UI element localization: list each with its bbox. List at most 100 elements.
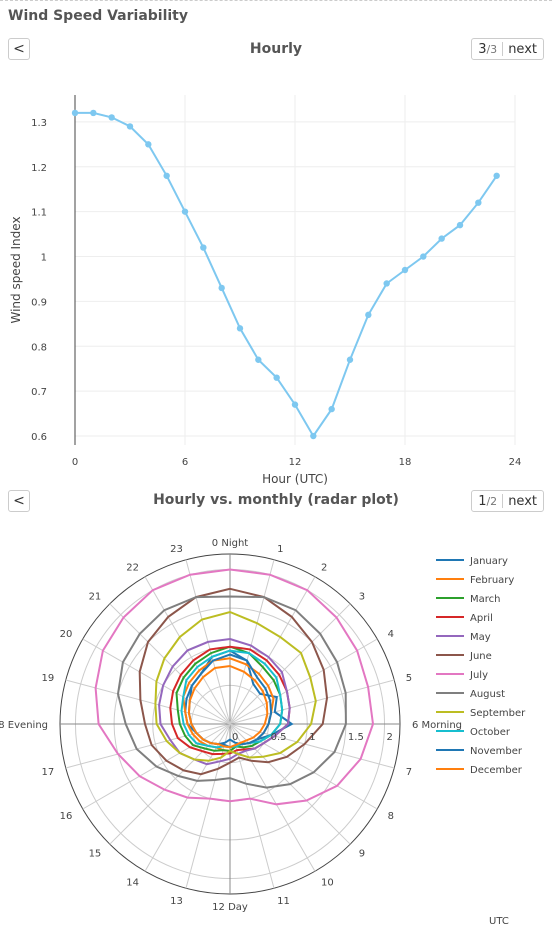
angular-gridline: [185, 723, 231, 889]
radar-series-line[interactable]: [158, 637, 291, 766]
angular-tick-label: 18 Evening: [0, 720, 48, 731]
data-point[interactable]: [236, 325, 244, 332]
y-tick-label: 1.2: [31, 163, 47, 174]
y-tick-label: 0.7: [31, 387, 47, 398]
angular-tick-label: 16: [60, 811, 73, 822]
angular-tick-label: 7: [406, 767, 412, 778]
angular-tick-label: 21: [89, 591, 102, 602]
data-point[interactable]: [90, 109, 97, 117]
data-point[interactable]: [493, 172, 500, 179]
angular-tick-label: 10: [321, 878, 334, 889]
data-point[interactable]: [475, 199, 482, 206]
data-point[interactable]: [71, 109, 79, 117]
angular-gridline: [229, 559, 275, 725]
angular-tick-label: 19: [41, 673, 54, 684]
legend-label[interactable]: February: [470, 575, 514, 586]
legend-label[interactable]: November: [470, 746, 523, 757]
angular-gridline: [229, 576, 316, 725]
radar-series-line[interactable]: [187, 664, 269, 749]
data-point[interactable]: [108, 114, 115, 121]
radar-series-line[interactable]: [154, 610, 317, 762]
back-button-radar[interactable]: <: [8, 490, 30, 512]
angular-tick-label: 14: [126, 878, 139, 889]
data-point[interactable]: [328, 405, 335, 413]
y-tick-label: 0.8: [31, 342, 47, 353]
next-button[interactable]: next: [508, 41, 537, 57]
x-tick-label: 12: [289, 457, 302, 468]
legend-label[interactable]: July: [469, 670, 488, 681]
angular-tick-label: 3: [359, 591, 365, 602]
data-point[interactable]: [383, 280, 390, 287]
data-point[interactable]: [438, 235, 445, 242]
legend-label[interactable]: December: [470, 765, 523, 776]
data-point[interactable]: [163, 172, 170, 179]
radial-tick-label: 1.5: [348, 732, 364, 743]
next-button[interactable]: next: [508, 493, 537, 509]
x-tick-label: 24: [509, 457, 522, 468]
angular-tick-label: 4: [388, 629, 394, 640]
legend-label[interactable]: April: [470, 613, 493, 624]
x-tick-label: 0: [72, 457, 78, 468]
radar-series-line[interactable]: [138, 587, 329, 776]
data-point[interactable]: [273, 374, 280, 381]
angular-tick-label: 9: [359, 849, 365, 860]
y-tick-label: 1.3: [31, 118, 47, 129]
page-title: Wind Speed Variability: [8, 8, 188, 24]
legend-label[interactable]: May: [470, 632, 491, 643]
data-point[interactable]: [200, 244, 207, 251]
radar-series-line[interactable]: [116, 595, 347, 789]
data-point[interactable]: [401, 266, 409, 274]
pager: 3 /3 next: [471, 38, 544, 60]
radial-tick-label: 0: [232, 732, 238, 743]
angular-tick-label: 0 Night: [212, 538, 248, 549]
data-point[interactable]: [420, 253, 427, 260]
line-chart: 0.6 0.7 0.8 0.9 1 1.1 1.2 1.3 0 6 12 18 24 Hour (UTC…: [9, 95, 522, 486]
legend-label[interactable]: January: [469, 556, 508, 567]
data-point[interactable]: [145, 141, 152, 148]
angular-tick-label: 15: [89, 849, 102, 860]
angular-tick-label: 12 Day: [212, 902, 248, 913]
angular-tick-label: 5: [406, 673, 412, 684]
pager-radar: 1 /2 next: [471, 490, 544, 512]
data-point[interactable]: [126, 123, 134, 130]
back-button[interactable]: <: [8, 38, 30, 60]
angular-gridline: [229, 603, 351, 725]
y-tick-label: 1: [41, 253, 47, 264]
pager-divider: [502, 42, 504, 56]
data-point[interactable]: [291, 401, 299, 408]
angular-gridline: [65, 679, 231, 725]
radial-tick-label: 2: [387, 732, 393, 743]
pager-current: 1: [478, 493, 487, 509]
pager-total: /3: [486, 42, 498, 56]
legend-label[interactable]: August: [470, 689, 505, 700]
pager-current: 3: [478, 41, 487, 57]
legend-label[interactable]: March: [470, 594, 500, 605]
legend-label[interactable]: October: [470, 727, 511, 738]
legend-label[interactable]: September: [470, 708, 526, 719]
data-point[interactable]: [346, 356, 354, 363]
angular-tick-label: 11: [277, 896, 290, 907]
data-point[interactable]: [181, 208, 189, 215]
data-point[interactable]: [365, 311, 372, 319]
x-tick-label: 18: [399, 457, 412, 468]
angular-gridline: [229, 679, 395, 725]
chevron-left-icon: <: [13, 493, 25, 509]
y-tick-label: 1.1: [31, 208, 47, 219]
pager-total: /2: [486, 494, 498, 508]
x-tick-label: 6: [182, 457, 188, 468]
angular-tick-label: 2: [321, 562, 327, 573]
data-point[interactable]: [218, 284, 225, 292]
data-point[interactable]: [310, 432, 317, 440]
data-point[interactable]: [456, 221, 464, 229]
angular-tick-label: 13: [170, 896, 183, 907]
chart-title: Hourly: [249, 41, 303, 57]
radar-series-line[interactable]: [94, 568, 375, 806]
legend-label[interactable]: June: [469, 651, 492, 662]
pager-divider: [502, 494, 504, 508]
data-point[interactable]: [255, 356, 262, 363]
angular-tick-label: 20: [60, 629, 73, 640]
angular-tick-label: 1: [277, 544, 283, 555]
angular-tick-label: 6 Morning: [412, 720, 462, 731]
angular-gridline: [65, 723, 231, 769]
